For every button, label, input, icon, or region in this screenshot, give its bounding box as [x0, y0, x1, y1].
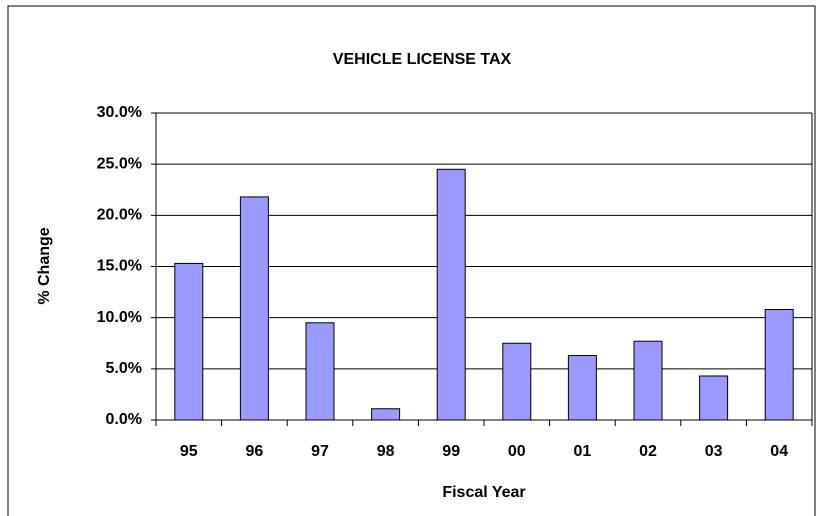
y-tick-label: 25.0% — [97, 155, 142, 172]
x-tick-label: 99 — [442, 443, 460, 460]
chart-title: VEHICLE LICENSE TAX — [333, 51, 512, 68]
x-tick-label: 03 — [705, 443, 723, 460]
x-tick-label: 04 — [770, 443, 788, 460]
y-tick-label: 5.0% — [106, 360, 142, 377]
bar — [567, 355, 597, 421]
x-tick-label: 98 — [377, 443, 395, 460]
x-tick-label: 00 — [508, 443, 526, 460]
bar — [436, 168, 466, 421]
bar — [305, 322, 335, 421]
x-axis-label: Fiscal Year — [442, 484, 525, 501]
bar — [764, 308, 794, 421]
chart-border — [7, 5, 816, 516]
x-tick-label: 02 — [639, 443, 657, 460]
x-tick-label: 96 — [246, 443, 264, 460]
bar — [174, 262, 204, 421]
y-tick-label: 0.0% — [106, 411, 142, 428]
bar — [371, 408, 401, 421]
y-axis-label: % Change — [36, 227, 53, 304]
bar — [633, 340, 663, 421]
y-tick-label: 10.0% — [97, 309, 142, 326]
y-tick-label: 30.0% — [97, 104, 142, 121]
bar — [502, 342, 532, 421]
x-tick-label: 01 — [574, 443, 592, 460]
bar — [239, 196, 269, 421]
x-tick-label: 97 — [311, 443, 329, 460]
y-tick-label: 15.0% — [97, 258, 142, 275]
x-tick-label: 95 — [180, 443, 198, 460]
y-tick-label: 20.0% — [97, 207, 142, 224]
bar — [699, 375, 729, 421]
